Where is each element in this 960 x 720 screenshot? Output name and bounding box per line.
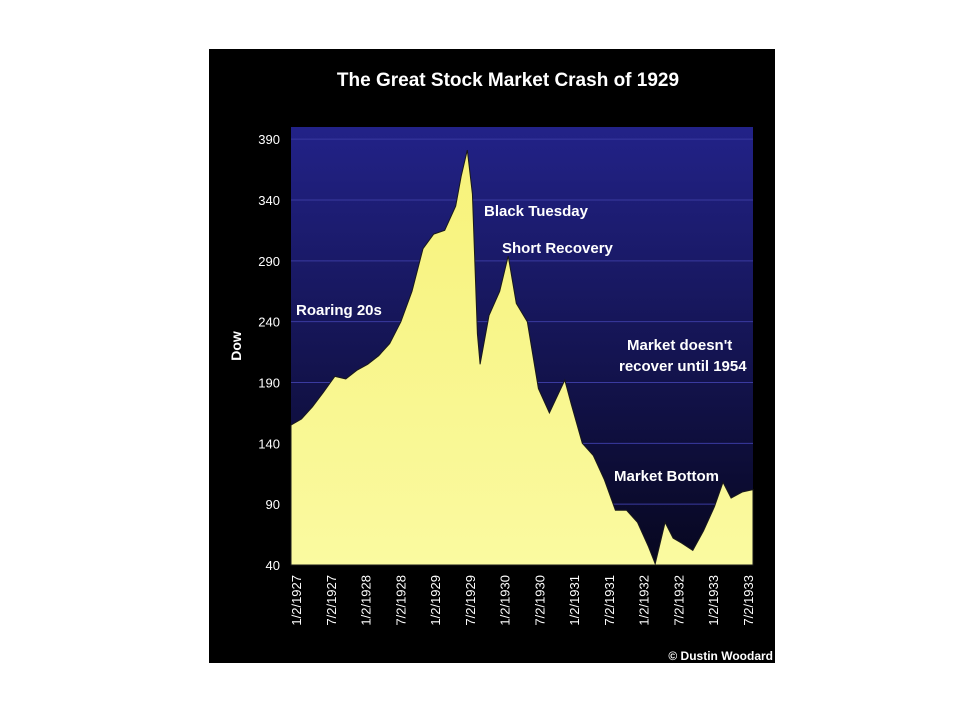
y-tick-label: 140	[258, 436, 280, 451]
dow-area-series	[290, 149, 754, 566]
y-tick-label: 240	[258, 315, 280, 330]
x-tick-label: 7/2/1933	[741, 575, 756, 626]
x-tick-label: 1/2/1927	[289, 575, 304, 626]
chart-title: The Great Stock Market Crash of 1929	[337, 70, 679, 91]
y-tick-label: 90	[266, 497, 280, 512]
annotation-market-bottom: Market Bottom	[614, 468, 719, 485]
y-tick-label: 340	[258, 193, 280, 208]
x-axis-ticks: 1/2/1927 7/2/1927 1/2/1928 7/2/1928 1/2/1929…	[289, 575, 756, 626]
x-tick-label: 7/2/1927	[324, 575, 339, 626]
annotation-recover-until-1954: recover until 1954	[619, 358, 747, 375]
y-tick-label: 290	[258, 254, 280, 269]
x-tick-label: 1/2/1933	[706, 575, 721, 626]
stock-chart: The Great Stock Market Crash of 1929 390…	[228, 70, 773, 663]
annotation-short-recovery: Short Recovery	[502, 240, 614, 257]
x-tick-label: 1/2/1928	[359, 575, 374, 626]
annotation-roaring-20s: Roaring 20s	[296, 302, 382, 319]
y-tick-label: 390	[258, 132, 280, 147]
x-tick-label: 1/2/1932	[637, 575, 652, 626]
annotation-black-tuesday: Black Tuesday	[484, 203, 589, 220]
y-tick-label: 40	[266, 558, 280, 573]
x-tick-label: 1/2/1929	[428, 575, 443, 626]
y-axis-ticks: 390 340 290 240 190 140 90 40	[258, 132, 280, 573]
x-tick-label: 1/2/1930	[498, 575, 513, 626]
x-tick-label: 1/2/1931	[567, 575, 582, 626]
chart-credit: © Dustin Woodard	[668, 649, 773, 663]
y-tick-label: 190	[258, 376, 280, 391]
annotation-market-doesnt: Market doesn't	[627, 337, 732, 354]
y-axis-label: Dow	[228, 331, 244, 361]
x-tick-label: 7/2/1930	[532, 575, 547, 626]
chart-panel: The Great Stock Market Crash of 1929 390…	[209, 49, 775, 663]
x-tick-label: 7/2/1928	[393, 575, 408, 626]
x-tick-label: 7/2/1931	[602, 575, 617, 626]
x-tick-label: 7/2/1932	[671, 575, 686, 626]
x-tick-label: 7/2/1929	[463, 575, 478, 626]
